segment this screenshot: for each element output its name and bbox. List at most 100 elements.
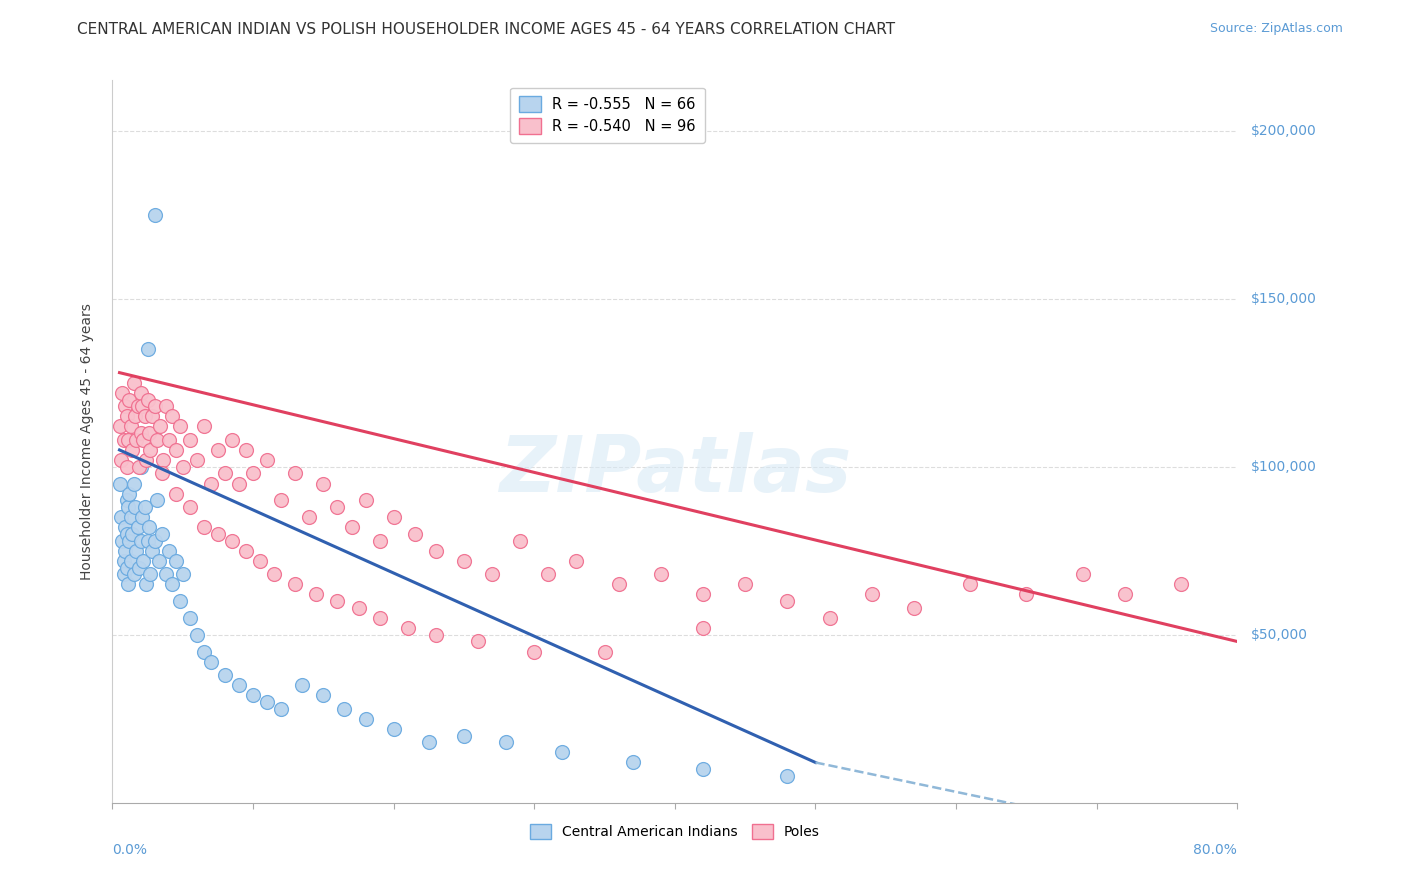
Text: $150,000: $150,000: [1251, 292, 1317, 306]
Point: [776, 594, 799, 608]
Point: [135, 453, 157, 467]
Point: [120, 510, 142, 524]
Point: [134, 500, 156, 514]
Point: [1114, 587, 1136, 601]
Point: [263, 567, 285, 582]
Point: [111, 533, 134, 548]
Point: [117, 500, 139, 514]
Point: [326, 500, 349, 514]
Point: [120, 419, 142, 434]
Point: [368, 533, 391, 548]
Point: [141, 409, 163, 424]
Point: [228, 678, 250, 692]
Text: $50,000: $50,000: [1251, 628, 1308, 641]
Point: [169, 419, 191, 434]
Point: [138, 520, 160, 534]
Text: ZIPatlas: ZIPatlas: [499, 433, 851, 508]
Point: [467, 634, 489, 648]
Point: [692, 621, 714, 635]
Point: [169, 594, 191, 608]
Point: [495, 735, 517, 749]
Point: [692, 762, 714, 776]
Point: [150, 467, 173, 481]
Point: [124, 500, 146, 514]
Text: $200,000: $200,000: [1251, 124, 1317, 137]
Point: [139, 442, 162, 457]
Point: [111, 385, 134, 400]
Point: [382, 722, 405, 736]
Point: [122, 567, 145, 582]
Point: [565, 554, 588, 568]
Point: [117, 577, 139, 591]
Point: [179, 500, 201, 514]
Point: [122, 476, 145, 491]
Point: [368, 611, 391, 625]
Point: [141, 543, 163, 558]
Point: [128, 459, 150, 474]
Point: [136, 392, 159, 407]
Point: [734, 577, 756, 591]
Point: [186, 453, 208, 467]
Point: [125, 543, 148, 558]
Point: [114, 399, 136, 413]
Point: [115, 459, 138, 474]
Point: [186, 628, 208, 642]
Point: [146, 433, 169, 447]
Point: [382, 510, 405, 524]
Point: [143, 208, 166, 222]
Y-axis label: Householder Income Ages 45 - 64 years: Householder Income Ages 45 - 64 years: [80, 303, 94, 580]
Point: [347, 600, 370, 615]
Point: [214, 467, 236, 481]
Point: [127, 520, 149, 534]
Point: [959, 577, 981, 591]
Point: [207, 527, 229, 541]
Point: [284, 577, 307, 591]
Point: [326, 594, 349, 608]
Point: [1170, 577, 1192, 591]
Point: [200, 655, 222, 669]
Point: [148, 554, 170, 568]
Point: [256, 453, 278, 467]
Point: [139, 567, 162, 582]
Point: [172, 567, 194, 582]
Text: CENTRAL AMERICAN INDIAN VS POLISH HOUSEHOLDER INCOME AGES 45 - 64 YEARS CORRELAT: CENTRAL AMERICAN INDIAN VS POLISH HOUSEH…: [77, 22, 896, 37]
Point: [179, 611, 201, 625]
Point: [160, 409, 183, 424]
Point: [115, 409, 138, 424]
Point: [172, 459, 194, 474]
Point: [593, 644, 616, 658]
Point: [242, 467, 264, 481]
Point: [509, 533, 531, 548]
Point: [157, 543, 180, 558]
Point: [179, 433, 201, 447]
Point: [129, 426, 152, 441]
Point: [537, 567, 560, 582]
Point: [340, 520, 363, 534]
Text: 80.0%: 80.0%: [1194, 843, 1237, 856]
Point: [242, 688, 264, 702]
Point: [418, 735, 440, 749]
Point: [132, 554, 155, 568]
Point: [112, 554, 135, 568]
Point: [291, 678, 314, 692]
Point: [143, 533, 166, 548]
Point: [121, 442, 143, 457]
Point: [108, 476, 131, 491]
Point: [155, 399, 177, 413]
Point: [221, 533, 243, 548]
Point: [312, 476, 335, 491]
Point: [256, 695, 278, 709]
Point: [115, 560, 138, 574]
Point: [692, 587, 714, 601]
Point: [165, 486, 187, 500]
Point: [129, 385, 152, 400]
Point: [129, 459, 152, 474]
Point: [284, 467, 307, 481]
Point: [157, 433, 180, 447]
Point: [1071, 567, 1094, 582]
Point: [193, 644, 215, 658]
Point: [149, 419, 172, 434]
Point: [122, 376, 145, 390]
Point: [115, 527, 138, 541]
Point: [115, 493, 138, 508]
